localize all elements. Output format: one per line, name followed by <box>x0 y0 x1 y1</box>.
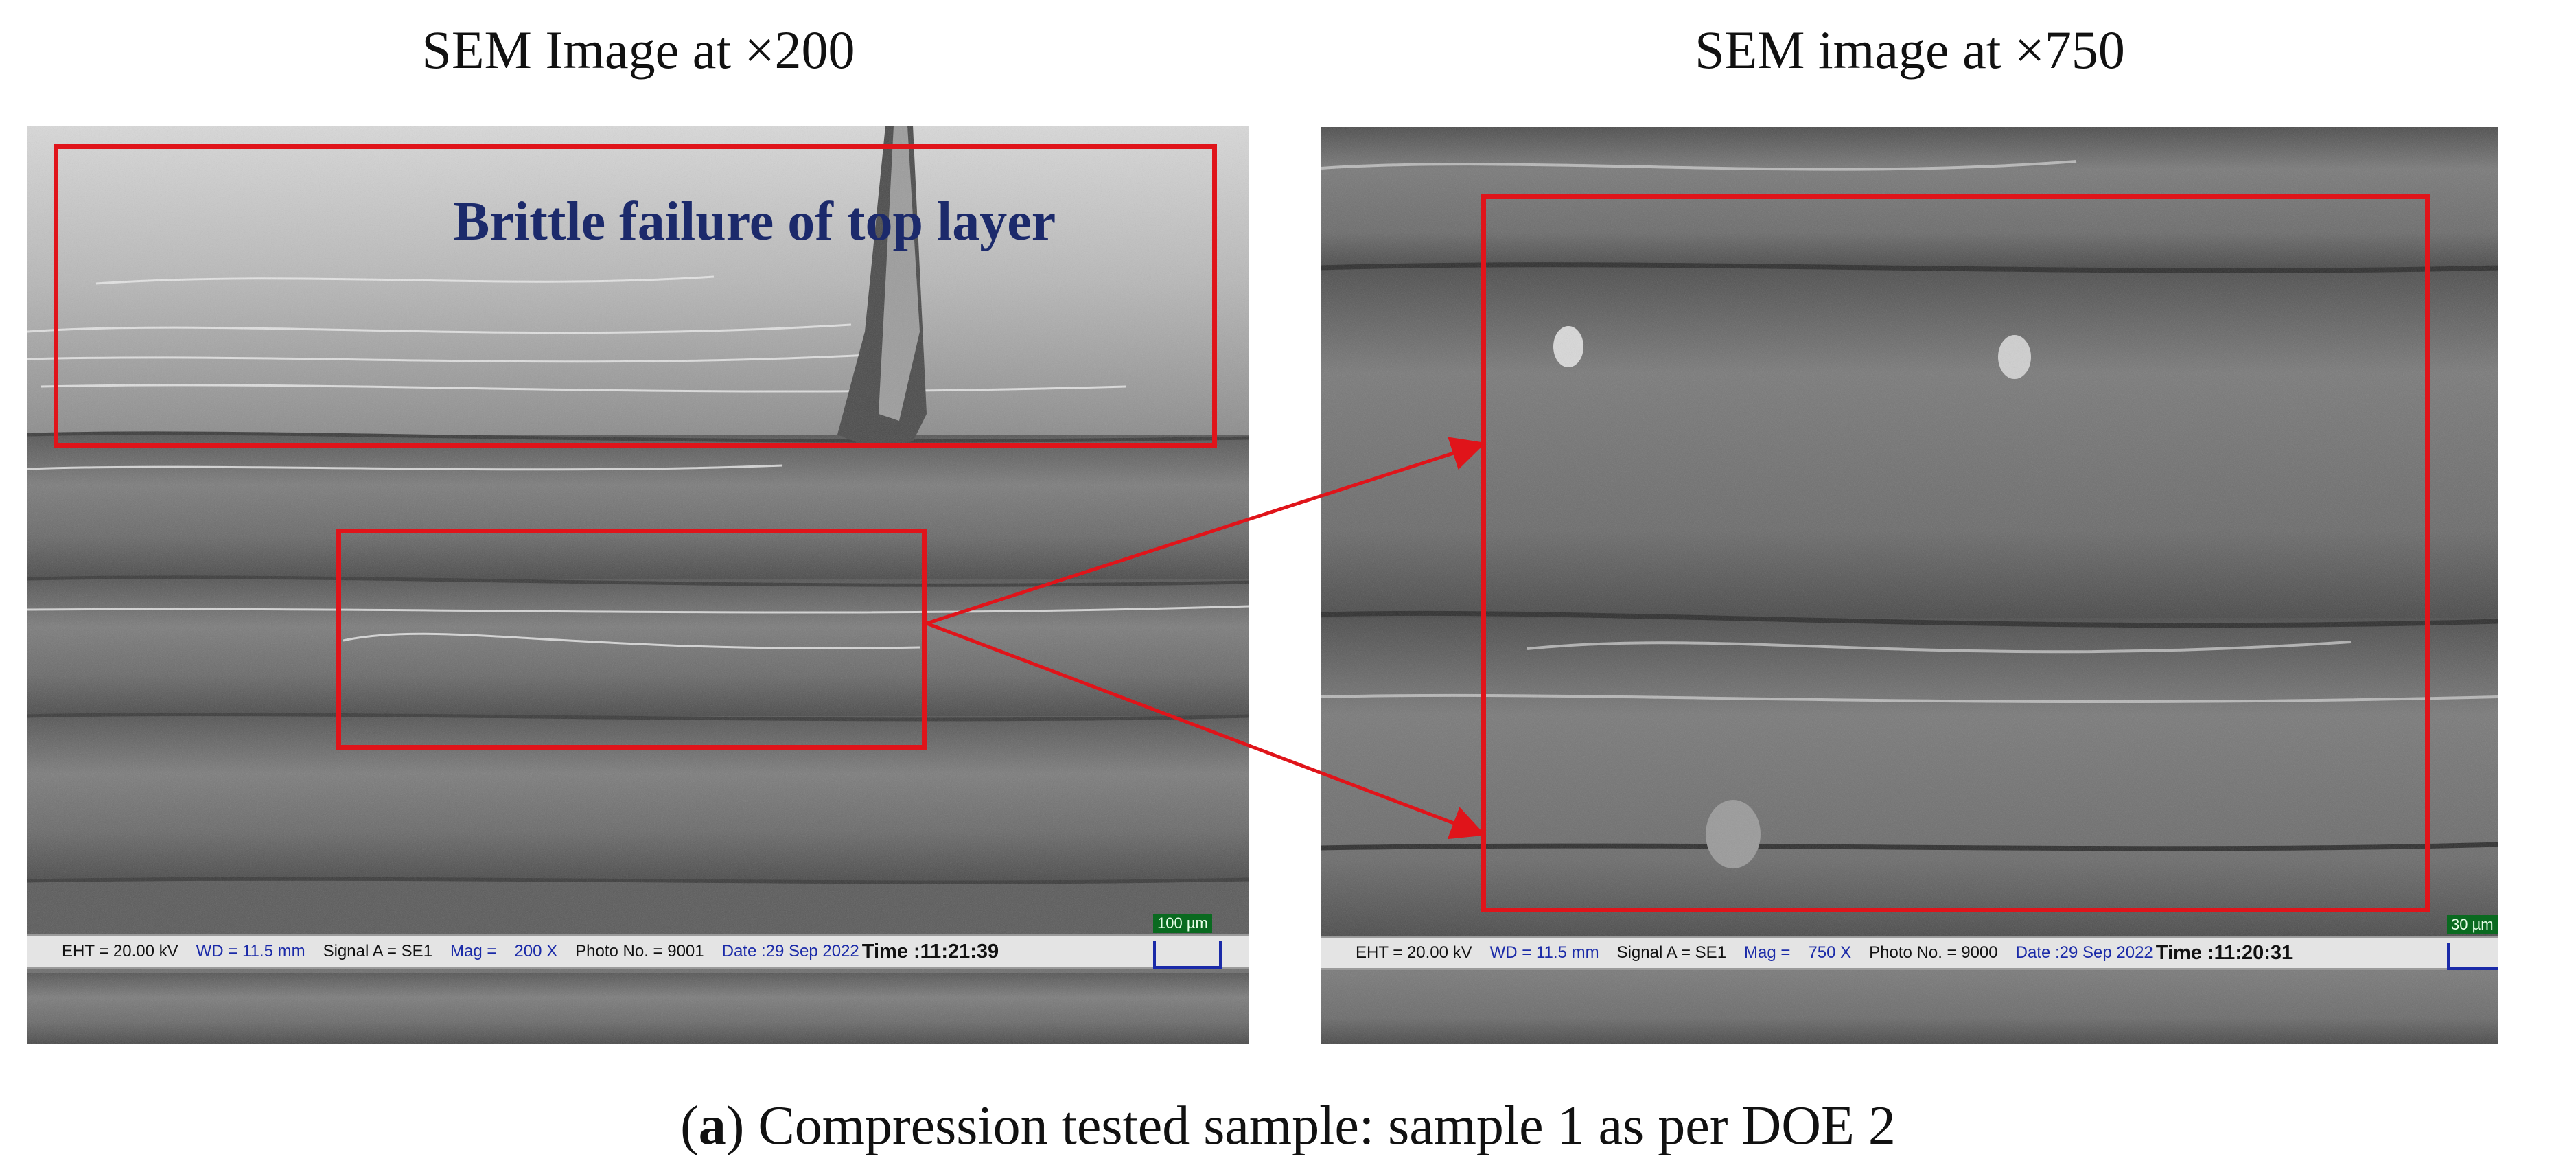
mag-value: 750 X <box>1808 943 1852 962</box>
zoom-region-box <box>336 529 927 750</box>
brittle-failure-annotation: Brittle failure of top layer <box>453 192 1056 252</box>
left-panel-title: SEM Image at ×200 <box>421 20 855 80</box>
mag-value: 200 X <box>514 942 558 960</box>
caption-label: a <box>698 1096 726 1156</box>
eht-value: EHT = 20.00 kV <box>62 942 178 960</box>
caption-text: Compression tested sample: sample 1 as p… <box>758 1096 1896 1156</box>
sem-image-200x: EHT = 20.00 kV WD = 11.5 mm Signal A = S… <box>27 126 1249 1044</box>
date-value: Date :29 Sep 2022 <box>721 942 859 960</box>
photo-number: Photo No. = 9000 <box>1869 943 1998 962</box>
magnified-region-box <box>1481 194 2430 912</box>
signal-value: Signal A = SE1 <box>323 942 433 960</box>
time-value: Time :11:21:39 <box>861 940 999 963</box>
scale-bar <box>2447 943 2498 970</box>
scale-bar <box>1153 941 1222 969</box>
photo-number: Photo No. = 9001 <box>575 942 704 960</box>
mag-label: Mag = <box>1744 943 1791 962</box>
date-value: Date :29 Sep 2022 <box>2015 943 2153 962</box>
sem-texture-right <box>1321 127 2498 1044</box>
time-value: Time :11:20:31 <box>2155 941 2293 964</box>
wd-value: WD = 11.5 mm <box>196 942 305 960</box>
figure-caption: (a) Compression tested sample: sample 1 … <box>680 1096 1896 1156</box>
scale-bar-label: 100 µm <box>1153 914 1212 933</box>
eht-value: EHT = 20.00 kV <box>1356 943 1472 962</box>
mag-label: Mag = <box>450 942 497 960</box>
right-panel-title: SEM image at ×750 <box>1695 20 2125 80</box>
scale-bar-label: 30 µm <box>2447 915 2498 934</box>
wd-value: WD = 11.5 mm <box>1489 943 1599 962</box>
signal-value: Signal A = SE1 <box>1616 943 1727 962</box>
sem-databar-left: EHT = 20.00 kV WD = 11.5 mm Signal A = S… <box>27 934 1249 969</box>
sem-databar-right: EHT = 20.00 kV WD = 11.5 mm Signal A = S… <box>1321 936 2498 970</box>
sem-image-750x: EHT = 20.00 kV WD = 11.5 mm Signal A = S… <box>1321 127 2498 1044</box>
top-layer-highlight-box <box>54 144 1217 448</box>
